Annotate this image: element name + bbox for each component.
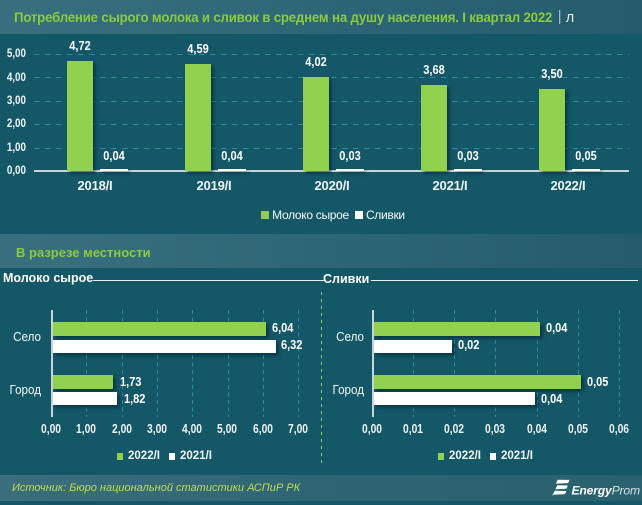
svg-text:EnergyProm: EnergyProm: [572, 484, 640, 498]
